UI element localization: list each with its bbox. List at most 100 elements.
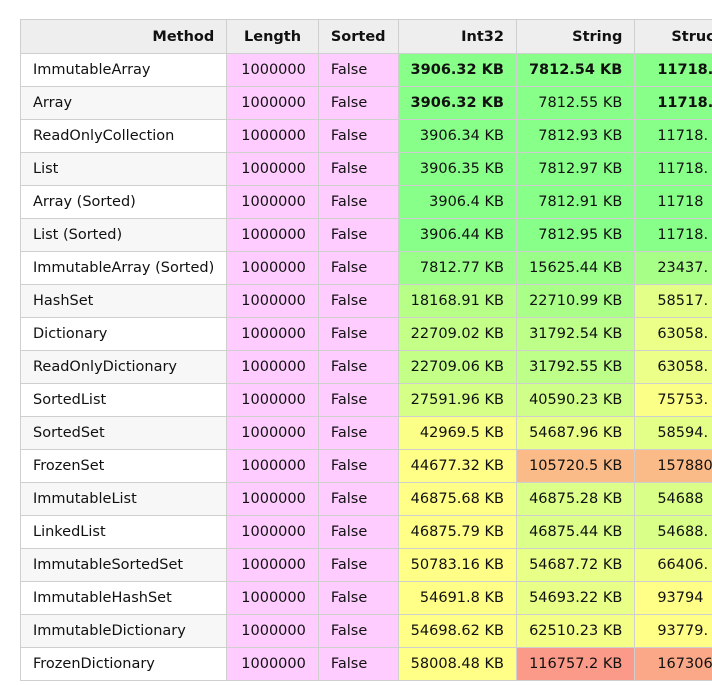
struct-cell: 54688. <box>634 515 712 549</box>
string-cell: 7812.91 KB <box>515 185 636 219</box>
struct-cell: 11718. <box>634 218 712 252</box>
int32-cell: 54691.8 KB <box>397 581 517 615</box>
int32-cell: 3906.4 KB <box>397 185 517 219</box>
struct-cell: 93794 <box>634 581 712 615</box>
int32-cell: 46875.79 KB <box>397 515 517 549</box>
method-cell: ImmutableList <box>19 482 228 516</box>
table-row: ImmutableDictionary 1000000 False 54698.62 … <box>19 614 712 648</box>
int32-cell: 42969.5 KB <box>397 416 517 450</box>
method-cell: ReadOnlyCollection <box>19 119 228 153</box>
table-row: Array (Sorted) 1000000 False 3906.4 KB 7812.… <box>19 185 712 219</box>
struct-cell: 11718. <box>634 119 712 153</box>
string-cell: 31792.55 KB <box>515 350 636 384</box>
length-cell: 1000000 <box>226 86 319 120</box>
table-row: FrozenDictionary 1000000 False 58008.48 KB 1… <box>19 647 712 681</box>
int32-cell: 3906.34 KB <box>397 119 517 153</box>
string-cell: 15625.44 KB <box>515 251 636 285</box>
table-row: ImmutableList 1000000 False 46875.68 KB 4687… <box>19 482 712 516</box>
struct-cell: 58594. <box>634 416 712 450</box>
length-cell: 1000000 <box>226 482 319 516</box>
struct-cell: 11718.8 <box>634 86 712 120</box>
struct-cell: 11718 <box>634 185 712 219</box>
int32-cell: 3906.32 KB <box>397 53 517 87</box>
struct-cell: 23437. <box>634 251 712 285</box>
table-row: Array 1000000 False 3906.32 KB 7812.55 KB 117… <box>19 86 712 120</box>
table-row: SortedSet 1000000 False 42969.5 KB 54687.96 … <box>19 416 712 450</box>
length-cell: 1000000 <box>226 284 319 318</box>
struct-cell: 63058. <box>634 317 712 351</box>
length-cell: 1000000 <box>226 614 319 648</box>
table-row: List (Sorted) 1000000 False 3906.44 KB 7812.… <box>19 218 712 252</box>
benchmark-table-container: Method Length Sorted Int32 String Struct… <box>19 19 712 681</box>
int32-cell: 3906.32 KB <box>397 86 517 120</box>
sorted-cell: False <box>317 449 399 483</box>
int32-cell: 22709.06 KB <box>397 350 517 384</box>
string-cell: 31792.54 KB <box>515 317 636 351</box>
length-cell: 1000000 <box>226 317 319 351</box>
string-cell: 46875.28 KB <box>515 482 636 516</box>
length-cell: 1000000 <box>226 383 319 417</box>
struct-cell: 167306 <box>634 647 712 681</box>
int32-cell: 46875.68 KB <box>397 482 517 516</box>
struct-cell: 54688 <box>634 482 712 516</box>
method-cell: ReadOnlyDictionary <box>19 350 228 384</box>
sorted-cell: False <box>317 515 399 549</box>
benchmark-results-table: Method Length Sorted Int32 String Struct… <box>19 19 712 681</box>
method-cell: ImmutableArray (Sorted) <box>19 251 228 285</box>
column-header-length[interactable]: Length <box>226 19 319 54</box>
string-cell: 7812.97 KB <box>515 152 636 186</box>
string-cell: 22710.99 KB <box>515 284 636 318</box>
length-cell: 1000000 <box>226 548 319 582</box>
int32-cell: 22709.02 KB <box>397 317 517 351</box>
string-cell: 7812.93 KB <box>515 119 636 153</box>
method-cell: ImmutableHashSet <box>19 581 228 615</box>
sorted-cell: False <box>317 350 399 384</box>
column-header-struct[interactable]: Struct <box>634 19 712 54</box>
method-cell: List <box>19 152 228 186</box>
string-cell: 54687.72 KB <box>515 548 636 582</box>
struct-cell: 58517. <box>634 284 712 318</box>
string-cell: 54693.22 KB <box>515 581 636 615</box>
header-row: Method Length Sorted Int32 String Struct <box>19 19 712 54</box>
method-cell: ImmutableDictionary <box>19 614 228 648</box>
table-row: ImmutableHashSet 1000000 False 54691.8 KB 54… <box>19 581 712 615</box>
int32-cell: 54698.62 KB <box>397 614 517 648</box>
column-header-sorted[interactable]: Sorted <box>317 19 399 54</box>
int32-cell: 3906.35 KB <box>397 152 517 186</box>
table-row: SortedList 1000000 False 27591.96 KB 40590.2… <box>19 383 712 417</box>
sorted-cell: False <box>317 482 399 516</box>
struct-cell: 75753. <box>634 383 712 417</box>
int32-cell: 3906.44 KB <box>397 218 517 252</box>
method-cell: ImmutableArray <box>19 53 228 87</box>
table-row: Dictionary 1000000 False 22709.02 KB 31792.5… <box>19 317 712 351</box>
length-cell: 1000000 <box>226 581 319 615</box>
struct-cell: 157880. <box>634 449 712 483</box>
length-cell: 1000000 <box>226 350 319 384</box>
string-cell: 40590.23 KB <box>515 383 636 417</box>
sorted-cell: False <box>317 86 399 120</box>
length-cell: 1000000 <box>226 647 319 681</box>
method-cell: Dictionary <box>19 317 228 351</box>
int32-cell: 44677.32 KB <box>397 449 517 483</box>
struct-cell: 11718. <box>634 152 712 186</box>
sorted-cell: False <box>317 548 399 582</box>
struct-cell: 66406. <box>634 548 712 582</box>
sorted-cell: False <box>317 647 399 681</box>
method-cell: HashSet <box>19 284 228 318</box>
int32-cell: 50783.16 KB <box>397 548 517 582</box>
sorted-cell: False <box>317 614 399 648</box>
length-cell: 1000000 <box>226 515 319 549</box>
sorted-cell: False <box>317 119 399 153</box>
length-cell: 1000000 <box>226 185 319 219</box>
length-cell: 1000000 <box>226 449 319 483</box>
sorted-cell: False <box>317 53 399 87</box>
column-header-string[interactable]: String <box>515 19 636 54</box>
string-cell: 7812.95 KB <box>515 218 636 252</box>
table-row: ReadOnlyCollection 1000000 False 3906.34 KB… <box>19 119 712 153</box>
column-header-method[interactable]: Method <box>19 19 228 54</box>
column-header-int32[interactable]: Int32 <box>397 19 517 54</box>
table-row: HashSet 1000000 False 18168.91 KB 22710.99 K… <box>19 284 712 318</box>
length-cell: 1000000 <box>226 53 319 87</box>
table-row: ImmutableArray (Sorted) 1000000 False 7812.… <box>19 251 712 285</box>
method-cell: Array <box>19 86 228 120</box>
